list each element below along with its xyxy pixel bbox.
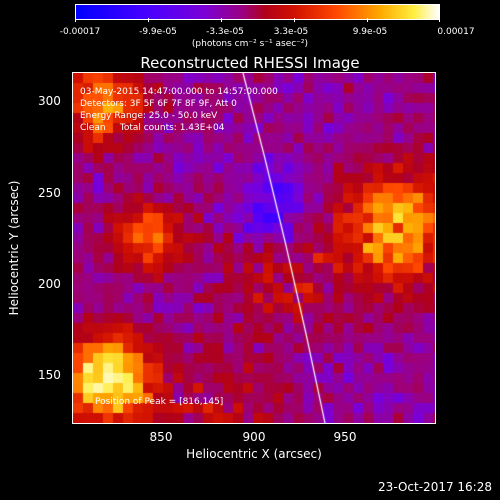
colorbar-tick [148, 18, 149, 22]
colorbar [75, 4, 440, 20]
colorbar-label-5: 9.9e-05 [352, 27, 388, 37]
y-tick-label: 150 [38, 368, 61, 382]
colorbar-label-1: -0.00017 [59, 27, 101, 37]
colorbar-tick [367, 18, 368, 22]
y-axis-label: Heliocentric Y (arcsec) [7, 180, 21, 316]
colorbar-tick [75, 18, 76, 22]
colorbar-label-4: 3.3e-05 [273, 27, 309, 37]
image-title: Reconstructed RHESSI Image [140, 54, 360, 72]
colorbar-gradient [75, 4, 440, 20]
detectors-text: Detectors: 3F 5F 6F 7F 8F 9F, Att 0 [80, 99, 237, 109]
energy-range-text: Energy Range: 25.0 - 50.0 keV [80, 111, 218, 121]
y-tick-label: 250 [38, 186, 61, 200]
colorbar-tick [439, 18, 440, 22]
colorbar-units: (photons cm⁻² s⁻¹ asec⁻²) [191, 39, 309, 49]
peak-position-text: Position of Peak = [816,145] [95, 397, 224, 407]
x-tick-label: 900 [242, 430, 266, 444]
clean-counts-text: Clean Total counts: 1.43E+04 [80, 123, 225, 133]
colorbar-tick [221, 18, 222, 22]
x-axis-label: Heliocentric X (arcsec) [186, 447, 322, 461]
x-tick-label: 850 [149, 430, 173, 444]
image-plot-area [72, 72, 436, 424]
y-tick-label: 300 [38, 94, 61, 108]
time-range-text: 03-May-2015 14:47:00.000 to 14:57:00.000 [80, 87, 278, 97]
colorbar-label-3: -3.3e-05 [206, 27, 244, 37]
x-tick-label: 950 [333, 430, 357, 444]
y-tick-label: 200 [38, 277, 61, 291]
colorbar-label-6: 0.00017 [437, 27, 475, 37]
plot-date: 23-Oct-2017 16:28 [378, 480, 492, 494]
rhessi-image-canvas [73, 73, 435, 423]
colorbar-tick [294, 18, 295, 22]
colorbar-label-2: -9.9e-05 [139, 27, 177, 37]
